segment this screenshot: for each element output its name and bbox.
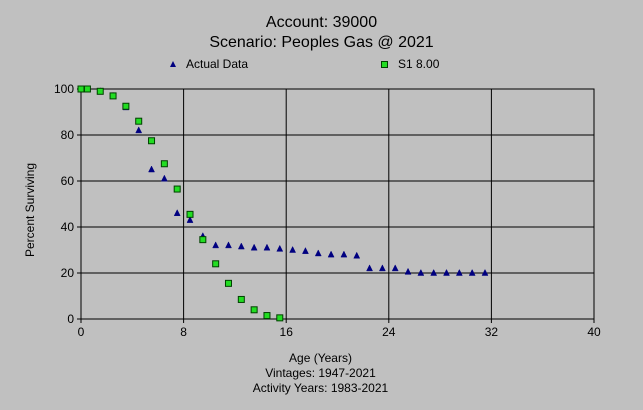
s1-curve-point <box>148 137 156 145</box>
actual-data-point <box>263 243 271 251</box>
legend-item-actual-data: Actual Data <box>170 57 248 71</box>
s1-curve-point <box>122 102 130 110</box>
x-axis-label: Age (Years) <box>289 351 352 365</box>
actual-data-point <box>378 264 386 272</box>
actual-data-point <box>481 268 489 276</box>
x-tick-label: 16 <box>280 325 294 339</box>
actual-data-point <box>327 250 335 258</box>
actual-data-point <box>237 242 245 250</box>
actual-data-point <box>250 243 258 251</box>
s1-curve-point <box>96 87 104 95</box>
square-marker-icon <box>381 60 388 68</box>
actual-data-point <box>404 267 412 275</box>
actual-data-point <box>391 264 399 272</box>
actual-data-point <box>340 250 348 258</box>
y-tick-label: 0 <box>67 312 74 326</box>
s1-curve-point <box>135 117 143 125</box>
legend-item-s1: S1 8.00 <box>381 57 439 71</box>
x-tick-label: 8 <box>180 325 187 339</box>
actual-data-point <box>353 251 361 259</box>
triangle-marker-icon <box>170 61 176 67</box>
s1-curve-point <box>77 85 85 93</box>
plot-frame <box>80 88 595 320</box>
legend-label-actual-data: Actual Data <box>186 57 249 71</box>
vintages-note: Vintages: 1947-2021 <box>265 366 376 380</box>
actual-data-point <box>430 268 438 276</box>
s1-curve-point <box>199 236 207 244</box>
s1-curve-point <box>263 312 271 320</box>
s1-curve-point <box>250 306 258 314</box>
chart-title: Account: 39000 <box>265 14 378 31</box>
actual-data-point <box>468 268 476 276</box>
actual-data-point <box>443 268 450 276</box>
actual-data-point <box>135 126 143 134</box>
s1-curve-point <box>224 279 232 287</box>
legend-label-s1: S1 8.00 <box>398 57 440 71</box>
chart-subtitle: Scenario: Peoples Gas @ 2021 <box>209 34 434 51</box>
y-tick-label: 20 <box>61 266 75 280</box>
y-axis-label: Percent Surviving <box>23 162 37 258</box>
s1-curve-point <box>212 260 220 268</box>
actual-data-point <box>186 216 194 223</box>
s1-curve-point <box>276 314 284 322</box>
actual-data-point <box>212 241 220 249</box>
activity-years-note: Activity Years: 1983-2021 <box>252 381 389 395</box>
y-tick-label: 100 <box>54 82 74 96</box>
s1-curve-point <box>109 92 117 100</box>
actual-data-point <box>314 249 322 257</box>
actual-data-point <box>148 165 155 173</box>
x-tick-label: 0 <box>78 325 85 339</box>
y-tick-label: 60 <box>61 174 75 188</box>
actual-data-point <box>289 245 297 253</box>
s1-curve-point <box>173 185 181 193</box>
x-tick-label: 32 <box>485 325 499 339</box>
s1-curve-point <box>237 295 245 303</box>
actual-data-point <box>417 268 425 276</box>
actual-data-point <box>160 174 168 182</box>
actual-data-point <box>366 264 373 272</box>
s1-curve-point <box>160 160 168 168</box>
y-tick-label: 40 <box>61 220 75 234</box>
x-tick-label: 40 <box>587 325 601 339</box>
s1-curve-point <box>83 85 91 93</box>
actual-data-point <box>276 244 284 252</box>
y-tick-label: 80 <box>61 128 75 142</box>
actual-data-point <box>455 268 463 276</box>
actual-data-point <box>173 209 181 216</box>
actual-data-point <box>302 247 309 254</box>
s1-curve-point <box>186 210 194 218</box>
actual-data-point <box>225 241 232 249</box>
x-tick-label: 24 <box>382 325 396 339</box>
